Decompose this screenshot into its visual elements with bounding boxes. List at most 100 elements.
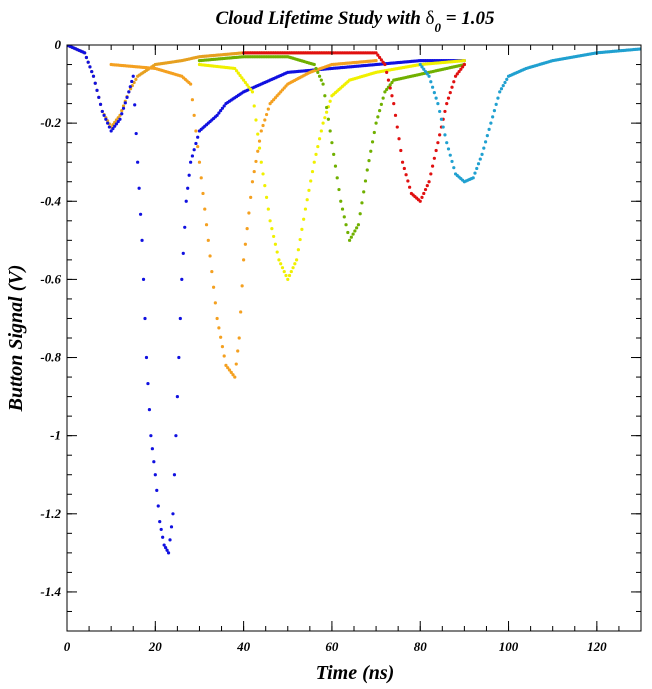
data-point [233,66,237,71]
data-point [379,58,383,62]
data-point [289,269,293,274]
data-point [321,121,325,125]
data-point [455,72,459,76]
data-point [210,269,214,274]
data-point [494,102,498,106]
data-point [201,191,205,196]
data-point [113,124,117,128]
data-point [505,77,509,81]
data-point [434,148,438,153]
data-point [332,152,336,156]
data-point [247,85,251,89]
data-point [418,62,422,67]
data-point [120,112,124,116]
data-point [239,310,243,314]
chart-title-suffix: = 1.05 [441,8,495,29]
data-point [234,362,238,366]
data-point [452,80,456,84]
data-point [425,72,429,76]
chart-title-symbol: δ [426,8,435,29]
data-point [137,186,141,190]
data-point [168,538,172,542]
data-point [270,227,274,231]
data-point [349,235,353,239]
data-point [475,166,479,171]
data-point [390,94,394,98]
data-point [321,82,325,86]
data-point [180,277,184,281]
data-point [264,195,269,199]
data-point [121,106,126,110]
data-point [378,55,382,60]
data-point [305,198,309,202]
data-point [499,87,504,91]
data-point [443,109,447,114]
data-point [406,179,410,183]
data-point [213,301,217,305]
data-point [192,148,196,152]
data-point [339,199,343,203]
y-tick-label: -1.2 [40,506,61,521]
data-point [196,144,200,149]
data-point [116,119,120,124]
data-point [240,284,244,288]
x-tick-label: 20 [148,639,163,654]
data-point [175,395,179,399]
data-point [374,121,378,125]
data-point [330,141,334,145]
series-6 [242,51,466,203]
data-point [149,434,153,438]
data-point [190,154,194,158]
x-tick-label: 120 [587,639,607,654]
data-point [323,94,327,98]
data-point [376,115,380,119]
data-point [83,51,87,55]
data-point [385,70,389,74]
data-point [459,67,463,71]
data-point [422,191,426,196]
data-point [404,173,408,177]
data-point [427,180,431,184]
data-point [194,129,198,133]
data-point [374,51,378,55]
data-point [296,248,300,252]
data-point [326,117,330,121]
data-point [174,434,178,438]
data-point [259,160,263,164]
data-point [203,207,207,211]
data-point [236,71,240,75]
data-point [312,160,316,164]
data-point [365,168,369,172]
data-point [462,62,466,67]
data-point [91,74,96,78]
data-point [293,262,297,266]
data-point [234,69,239,73]
data-point [282,269,286,274]
data-point [245,83,249,87]
data-point [388,83,392,87]
series-3 [109,59,378,379]
data-point [496,96,500,100]
data-point [245,227,249,231]
data-point [446,96,451,100]
data-point [376,53,380,57]
chart-title: Cloud Lifetime Study with δ0 = 1.05 [215,8,495,35]
data-point [177,355,181,360]
data-point [204,223,209,227]
data-point [268,219,272,223]
data-point [237,336,241,340]
y-axis-title: Button Signal (V) [5,265,27,413]
data-point [263,184,267,188]
data-point [100,109,104,114]
data-point [219,335,223,339]
data-point [164,546,168,550]
data-point [432,91,436,95]
data-point [432,156,436,160]
data-point [420,195,424,199]
data-point [206,238,210,242]
data-point [97,95,101,99]
data-point [333,164,338,168]
data-point [261,123,265,128]
data-point [217,111,221,115]
